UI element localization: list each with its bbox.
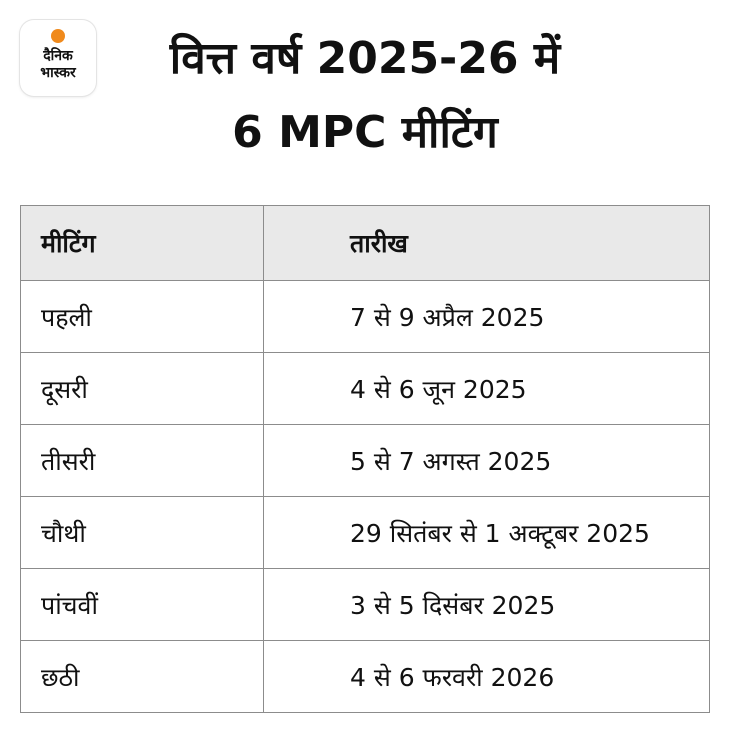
meeting-cell: पांचवीं: [20, 568, 264, 641]
meeting-cell: छठी: [20, 640, 264, 713]
date-cell: 3 से 5 दिसंबर 2025: [263, 568, 710, 641]
meeting-cell: दूसरी: [20, 352, 264, 425]
logo-text-line1: दैनिक: [43, 48, 73, 64]
date-cell: 4 से 6 फरवरी 2026: [263, 640, 710, 713]
logo-text-line2: भास्कर: [40, 65, 76, 81]
table-header-row: मीटिंग तारीख: [20, 205, 710, 281]
meeting-cell: तीसरी: [20, 424, 264, 497]
table-row: पहली 7 से 9 अप्रैल 2025: [20, 280, 710, 353]
header-date: तारीख: [263, 205, 710, 281]
date-cell: 29 सितंबर से 1 अक्टूबर 2025: [263, 496, 710, 569]
sun-dot-icon: [51, 29, 65, 43]
table-row: पांचवीं 3 से 5 दिसंबर 2025: [20, 568, 710, 641]
table-row: छठी 4 से 6 फरवरी 2026: [20, 640, 710, 713]
dainik-bhaskar-logo: दैनिक भास्कर: [20, 20, 96, 96]
date-cell: 5 से 7 अगस्त 2025: [263, 424, 710, 497]
page-title: वित्त वर्ष 2025-26 में 6 MPC मीटिंग: [110, 22, 620, 170]
header-meeting: मीटिंग: [20, 205, 264, 281]
table-row: तीसरी 5 से 7 अगस्त 2025: [20, 424, 710, 497]
meeting-cell: पहली: [20, 280, 264, 353]
date-cell: 4 से 6 जून 2025: [263, 352, 710, 425]
meeting-cell: चौथी: [20, 496, 264, 569]
table-row: दूसरी 4 से 6 जून 2025: [20, 352, 710, 425]
meeting-schedule-table: मीटिंग तारीख पहली 7 से 9 अप्रैल 2025 दूस…: [20, 205, 710, 713]
title-line1: वित्त वर्ष 2025-26 में: [169, 33, 561, 84]
table-row: चौथी 29 सितंबर से 1 अक्टूबर 2025: [20, 496, 710, 569]
date-cell: 7 से 9 अप्रैल 2025: [263, 280, 710, 353]
title-line2: 6 MPC मीटिंग: [232, 107, 498, 158]
